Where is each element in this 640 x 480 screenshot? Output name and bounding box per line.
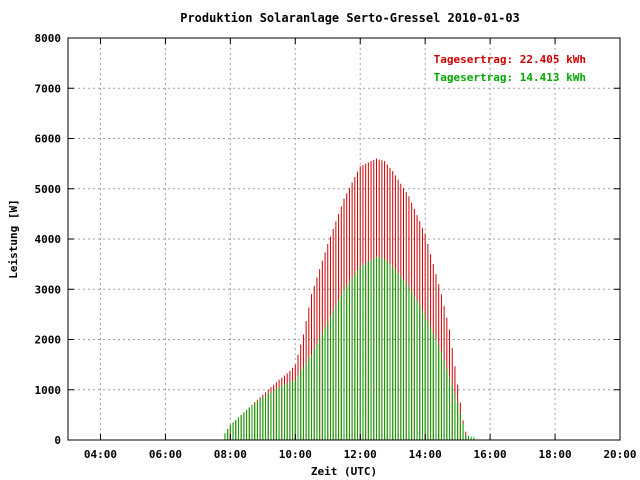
y-tick-label: 0 — [54, 434, 61, 447]
y-tick-label: 8000 — [35, 32, 62, 45]
y-tick-label: 1000 — [35, 384, 62, 397]
x-tick-label: 14:00 — [409, 448, 442, 461]
series-1 — [224, 256, 478, 440]
y-tick-label: 5000 — [35, 183, 62, 196]
legend-entry: Tagesertrag: 14.413 kWh — [434, 71, 586, 84]
x-tick-label: 08:00 — [214, 448, 247, 461]
y-tick-label: 7000 — [35, 82, 62, 95]
y-tick-label: 3000 — [35, 283, 62, 296]
ticks: 0 1000 2000 3000 4000 5000 6000 7000 8000 04:00 06… — [35, 32, 637, 461]
legend: Tagesertrag: 22.405 kWh Tagesertrag: 14.4… — [434, 53, 586, 84]
x-tick-label: 16:00 — [474, 448, 507, 461]
x-tick-label: 04:00 — [84, 448, 117, 461]
chart-title: Produktion Solaranlage Serto-Gressel 201… — [180, 11, 520, 25]
x-axis-label: Zeit (UTC) — [311, 465, 377, 478]
x-tick-label: 10:00 — [279, 448, 312, 461]
x-tick-label: 18:00 — [538, 448, 571, 461]
y-tick-label: 4000 — [35, 233, 62, 246]
y-tick-label: 6000 — [35, 133, 62, 146]
y-axis-label: Leistung [W] — [7, 199, 20, 278]
x-tick-label: 06:00 — [149, 448, 182, 461]
y-tick-label: 2000 — [35, 334, 62, 347]
x-tick-label: 12:00 — [344, 448, 377, 461]
bars — [224, 158, 478, 440]
x-tick-label: 20:00 — [603, 448, 636, 461]
legend-entry: Tagesertrag: 22.405 kWh — [434, 53, 586, 66]
